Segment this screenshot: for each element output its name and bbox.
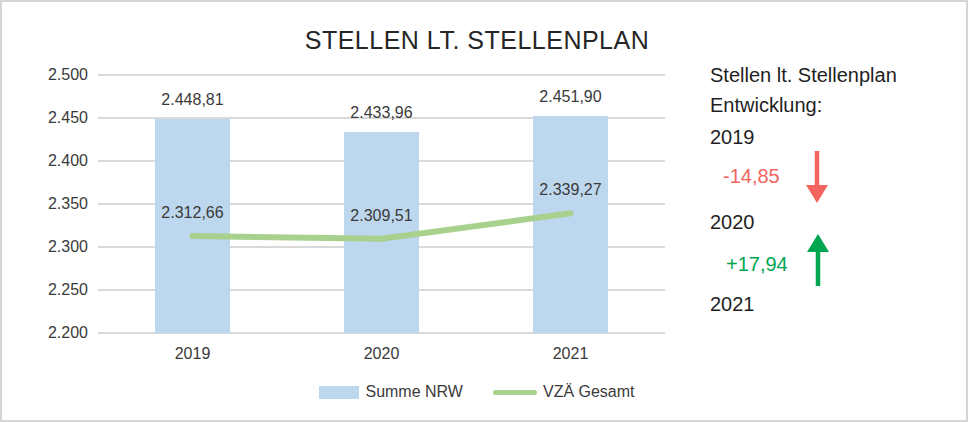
arrow-up-icon [804, 232, 832, 288]
legend-label-summe-nrw: Summe NRW [365, 383, 463, 401]
side-panel-year-2021: 2021 [710, 293, 755, 316]
x-axis-category-label-2019: 2019 [128, 345, 258, 363]
y-axis-tick-label: 2.400 [20, 151, 88, 171]
chart-title: STELLEN LT. STELLENPLAN [2, 26, 952, 55]
y-axis-tick-label: 2.200 [20, 323, 88, 343]
line-value-label-2021: 2.339,27 [506, 181, 636, 199]
delta-2019-2020: -14,85 [723, 165, 780, 188]
y-axis-tick-label: 2.450 [20, 108, 88, 128]
side-panel-year-2019: 2019 [710, 126, 755, 149]
y-axis-tick-label: 2.350 [20, 194, 88, 214]
bar-value-label-2019: 2.448,81 [128, 91, 258, 109]
legend: Summe NRW VZÄ Gesamt [2, 383, 952, 401]
line-series-swatch-icon [493, 390, 537, 395]
x-axis-category-label-2020: 2020 [317, 345, 447, 363]
line-value-label-2020: 2.309,51 [317, 207, 447, 225]
side-panel-year-2020: 2020 [710, 211, 755, 234]
chart-canvas: STELLEN LT. STELLENPLAN 2.500 2.450 2.400 2… [0, 0, 968, 422]
y-axis-tick-label: 2.500 [20, 65, 88, 85]
x-axis-category-label-2021: 2021 [506, 345, 636, 363]
side-panel-heading-line1: Stellen lt. Stellenplan [710, 64, 897, 87]
y-axis-labels: 2.5002.4502.4002.3502.3002.2502.200 [20, 75, 88, 333]
arrow-down-icon [803, 149, 831, 205]
bar-value-label-2020: 2.433,96 [317, 104, 447, 122]
legend-item-summe-nrw[interactable]: Summe NRW [319, 383, 463, 401]
legend-label-vza-gesamt: VZÄ Gesamt [543, 383, 635, 401]
legend-item-vza-gesamt[interactable]: VZÄ Gesamt [493, 383, 635, 401]
line-value-label-2019: 2.312,66 [128, 204, 258, 222]
delta-2020-2021: +17,94 [726, 253, 788, 276]
bar-series-swatch-icon [319, 386, 359, 399]
y-axis-tick-label: 2.250 [20, 280, 88, 300]
bar-value-label-2021: 2.451,90 [506, 88, 636, 106]
side-panel-heading-line2: Entwicklung: [710, 94, 822, 117]
plot-area: 2.448,812.312,6620192.433,962.309,512020… [98, 75, 665, 333]
y-axis-tick-label: 2.300 [20, 237, 88, 257]
